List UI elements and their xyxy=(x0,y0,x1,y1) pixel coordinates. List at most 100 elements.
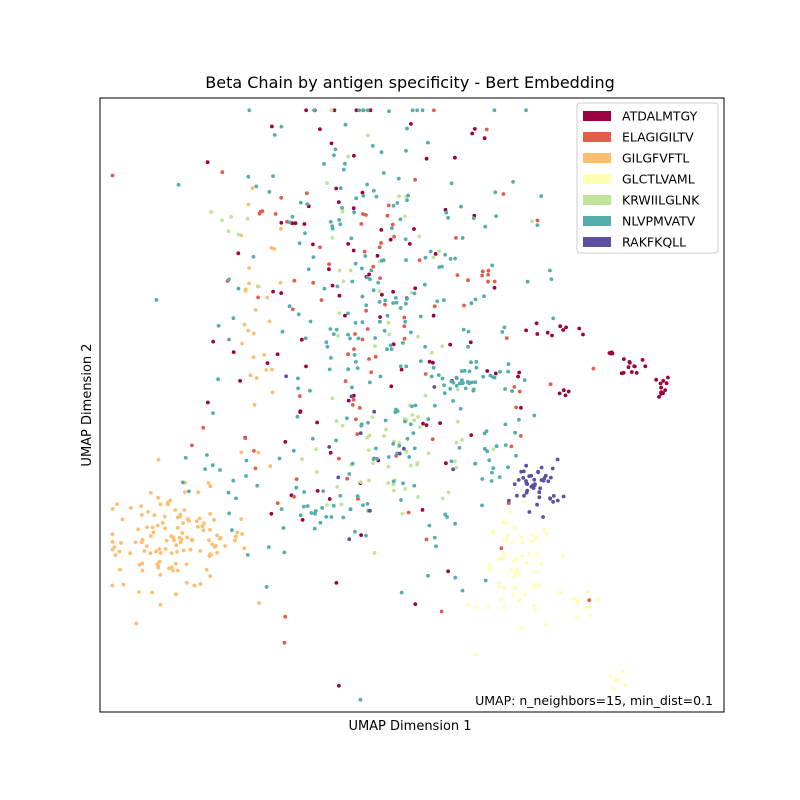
scatter-point-elagigiltv xyxy=(201,425,206,430)
scatter-point-elagigiltv xyxy=(423,372,428,376)
scatter-point-atdalmtgy xyxy=(352,153,356,158)
scatter-point-nlvpmvatv xyxy=(364,533,368,538)
scatter-point-nlvpmvatv xyxy=(513,430,517,435)
scatter-point-glctlvaml xyxy=(542,527,547,532)
scatter-point-gilgfvftl xyxy=(267,319,272,324)
scatter-point-krwiilglnk xyxy=(315,470,319,474)
scatter-point-elagigiltv xyxy=(413,177,417,182)
scatter-point-atdalmtgy xyxy=(431,313,436,318)
scatter-point-nlvpmvatv xyxy=(329,515,334,519)
scatter-point-nlvpmvatv xyxy=(405,436,410,441)
scatter-point-nlvpmvatv xyxy=(426,417,431,422)
scatter-point-gilgfvftl xyxy=(197,516,202,521)
scatter-point-nlvpmvatv xyxy=(328,219,333,224)
scatter-point-gilgfvftl xyxy=(246,328,251,333)
scatter-point-glctlvaml xyxy=(502,585,507,590)
scatter-point-nlvpmvatv xyxy=(493,190,498,195)
scatter-point-atdalmtgy xyxy=(581,332,585,337)
scatter-point-nlvpmvatv xyxy=(401,481,405,486)
scatter-point-nlvpmvatv xyxy=(369,268,374,273)
scatter-point-rakfkqll xyxy=(561,494,566,499)
scatter-point-nlvpmvatv xyxy=(440,376,445,381)
scatter-point-elagigiltv xyxy=(484,127,489,132)
scatter-point-nlvpmvatv xyxy=(391,301,395,305)
legend-label-rakfkqll: RAKFKQLL xyxy=(622,235,686,250)
scatter-point-krwiilglnk xyxy=(423,393,428,398)
scatter-point-glctlvaml xyxy=(520,540,525,545)
scatter-point-elagigiltv xyxy=(535,218,540,223)
scatter-point-nlvpmvatv xyxy=(255,483,260,488)
scatter-point-nlvpmvatv xyxy=(301,504,306,509)
scatter-point-gilgfvftl xyxy=(140,568,145,573)
scatter-point-elagigiltv xyxy=(480,269,485,274)
scatter-point-glctlvaml xyxy=(543,622,548,626)
scatter-point-rakfkqll xyxy=(336,475,341,480)
scatter-point-rakfkqll xyxy=(548,496,552,501)
scatter-point-gilgfvftl xyxy=(119,541,123,545)
scatter-point-nlvpmvatv xyxy=(386,455,391,459)
scatter-point-atdalmtgy xyxy=(658,381,663,386)
legend-label-krwiilglnk: KRWIILGLNK xyxy=(622,193,700,208)
scatter-point-nlvpmvatv xyxy=(457,381,462,386)
scatter-point-nlvpmvatv xyxy=(272,133,277,137)
scatter-point-gilgfvftl xyxy=(117,549,122,554)
scatter-point-nlvpmvatv xyxy=(231,478,236,483)
scatter-point-rakfkqll xyxy=(539,478,544,482)
scatter-point-rakfkqll xyxy=(546,479,551,484)
scatter-point-rakfkqll xyxy=(542,476,547,481)
scatter-point-atdalmtgy xyxy=(431,360,435,365)
scatter-point-nlvpmvatv xyxy=(454,384,459,388)
scatter-point-krwiilglnk xyxy=(384,427,388,432)
scatter-point-gilgfvftl xyxy=(212,518,216,522)
scatter-point-gilgfvftl xyxy=(128,551,133,556)
scatter-point-nlvpmvatv xyxy=(176,182,181,187)
scatter-point-rakfkqll xyxy=(397,451,402,456)
scatter-point-nlvpmvatv xyxy=(321,489,326,493)
scatter-point-krwiilglnk xyxy=(382,434,386,438)
scatter-point-krwiilglnk xyxy=(373,344,377,349)
scatter-point-nlvpmvatv xyxy=(483,578,488,583)
scatter-point-nlvpmvatv xyxy=(236,286,241,291)
scatter-point-nlvpmvatv xyxy=(355,366,360,370)
scatter-point-atdalmtgy xyxy=(412,227,416,231)
scatter-point-atdalmtgy xyxy=(561,328,566,332)
scatter-point-krwiilglnk xyxy=(229,214,234,219)
scatter-point-nlvpmvatv xyxy=(388,343,393,348)
scatter-point-atdalmtgy xyxy=(468,340,473,345)
scatter-point-krwiilglnk xyxy=(367,478,371,483)
scatter-point-atdalmtgy xyxy=(298,409,303,414)
scatter-point-krwiilglnk xyxy=(334,419,339,424)
scatter-point-nlvpmvatv xyxy=(532,413,537,418)
scatter-point-nlvpmvatv xyxy=(494,444,499,449)
scatter-point-nlvpmvatv xyxy=(312,526,317,531)
scatter-point-nlvpmvatv xyxy=(395,451,399,456)
scatter-point-gilgfvftl xyxy=(168,498,173,503)
scatter-point-atdalmtgy xyxy=(391,289,395,294)
scatter-point-gilgfvftl xyxy=(239,517,244,521)
scatter-point-gilgfvftl xyxy=(152,513,157,517)
scatter-point-nlvpmvatv xyxy=(377,300,382,304)
scatter-point-nlvpmvatv xyxy=(524,108,528,113)
scatter-point-elagigiltv xyxy=(345,476,350,481)
scatter-point-nlvpmvatv xyxy=(227,277,231,282)
scatter-point-nlvpmvatv xyxy=(324,515,329,519)
scatter-point-nlvpmvatv xyxy=(296,386,300,391)
scatter-point-gilgfvftl xyxy=(142,549,147,553)
scatter-point-krwiilglnk xyxy=(454,465,459,470)
scatter-point-nlvpmvatv xyxy=(489,479,494,483)
scatter-point-elagigiltv xyxy=(455,273,460,277)
scatter-point-nlvpmvatv xyxy=(466,344,470,349)
scatter-point-nlvpmvatv xyxy=(448,386,453,391)
scatter-point-elagigiltv xyxy=(492,279,497,284)
scatter-point-nlvpmvatv xyxy=(491,466,496,470)
scatter-point-nlvpmvatv xyxy=(290,214,295,219)
scatter-point-gilgfvftl xyxy=(209,553,214,557)
scatter-point-nlvpmvatv xyxy=(440,264,444,269)
scatter-point-krwiilglnk xyxy=(408,463,413,468)
scatter-point-krwiilglnk xyxy=(440,344,445,348)
scatter-point-gilgfvftl xyxy=(177,535,182,540)
scatter-point-nlvpmvatv xyxy=(245,553,250,557)
scatter-point-gilgfvftl xyxy=(202,521,206,526)
scatter-point-nlvpmvatv xyxy=(403,419,407,424)
scatter-point-gilgfvftl xyxy=(252,403,257,407)
